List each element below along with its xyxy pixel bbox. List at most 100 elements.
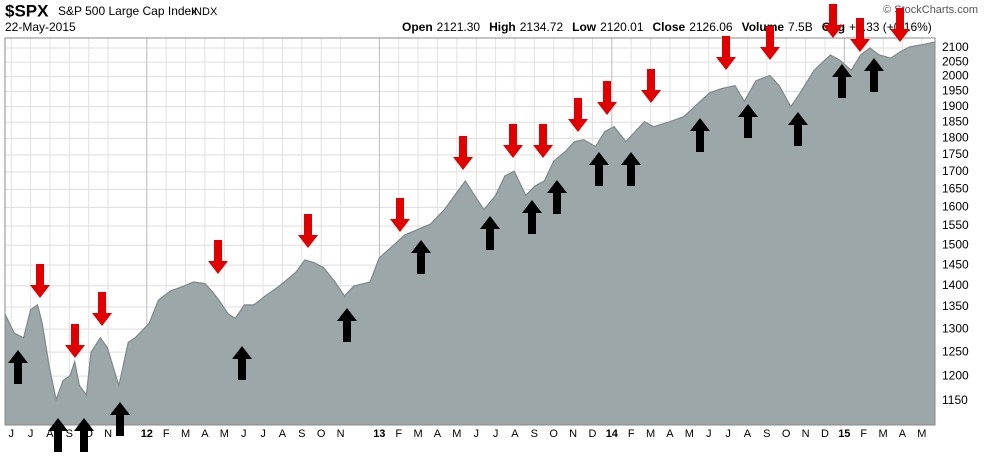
stat-value: 2121.30 bbox=[437, 20, 481, 34]
stat-value: 2126.06 bbox=[689, 20, 733, 34]
stats: Open 2121.30 High 2134.72 Low 2120.01 Close 212… bbox=[402, 20, 932, 34]
x-tick-label: M bbox=[181, 428, 190, 440]
x-tick-label: M bbox=[413, 428, 422, 440]
x-tick-label: 13 bbox=[373, 428, 385, 440]
x-tick-label: D bbox=[588, 428, 596, 440]
area-edge bbox=[4, 41, 936, 402]
red-down-arrow bbox=[641, 69, 661, 103]
red-down-arrow bbox=[823, 4, 843, 38]
black-up-arrow bbox=[832, 64, 852, 98]
red-down-arrow bbox=[453, 136, 473, 170]
stat-value: 2120.01 bbox=[600, 20, 644, 34]
y-tick-label: 1400 bbox=[942, 278, 969, 292]
stat-label: Open bbox=[402, 20, 433, 34]
x-tick-label: N bbox=[569, 428, 577, 440]
y-tick-label: 1150 bbox=[942, 393, 968, 407]
black-up-arrow bbox=[589, 152, 609, 186]
x-tick-label: A bbox=[434, 428, 442, 440]
red-down-arrow bbox=[568, 98, 588, 132]
y-tick-label: 1650 bbox=[942, 182, 969, 196]
x-tick-label: O bbox=[84, 428, 93, 440]
y-tick-label: 1900 bbox=[942, 99, 969, 113]
red-down-arrow bbox=[92, 292, 112, 326]
stat-value: 7.5B bbox=[788, 20, 813, 34]
stats-line: Open 2121.30 High 2134.72 Low 2120.01 Close 212… bbox=[402, 20, 932, 34]
x-tick-label: J bbox=[706, 428, 712, 440]
x-tick-label: A bbox=[46, 428, 54, 440]
stat-label: Close bbox=[653, 20, 686, 34]
x-tick-label: F bbox=[163, 428, 170, 440]
red-down-arrow bbox=[30, 264, 50, 298]
black-up-arrow bbox=[690, 118, 710, 152]
black-up-arrow bbox=[621, 152, 641, 186]
black-up-arrow bbox=[232, 346, 252, 380]
x-tick-label: J bbox=[473, 428, 479, 440]
y-tick-label: 1550 bbox=[942, 218, 969, 232]
stat-value: +3.33 (+0.16%) bbox=[849, 20, 932, 34]
stat-label: Low bbox=[572, 20, 597, 34]
arrows bbox=[8, 4, 910, 452]
x-tick-label: S bbox=[298, 428, 305, 440]
y-tick-label: 2100 bbox=[942, 40, 969, 54]
black-up-arrow bbox=[48, 418, 68, 452]
chart-title: $SPX bbox=[5, 1, 49, 20]
red-down-arrow bbox=[208, 240, 228, 274]
x-tick-label: N bbox=[104, 428, 112, 440]
y-tick-label: 1300 bbox=[942, 321, 969, 335]
y-tick-label: 1500 bbox=[942, 237, 969, 251]
x-tick-label: M bbox=[685, 428, 694, 440]
y-tick-label: 1450 bbox=[942, 257, 969, 271]
x-tick-label: J bbox=[28, 428, 34, 440]
x-tick-label: A bbox=[201, 428, 209, 440]
y-tick-label: 1600 bbox=[942, 200, 969, 214]
red-down-arrow bbox=[597, 81, 617, 115]
x-tick-label: S bbox=[66, 428, 73, 440]
black-up-arrow bbox=[337, 308, 357, 342]
x-tick-label: D bbox=[821, 428, 829, 440]
x-tick-label: M bbox=[646, 428, 655, 440]
black-up-arrow bbox=[738, 104, 758, 138]
y-tick-label: 1350 bbox=[942, 299, 969, 313]
black-up-arrow bbox=[522, 200, 542, 234]
x-tick-label: M bbox=[220, 428, 229, 440]
exchange: INDX bbox=[191, 6, 218, 18]
chart-subtitle: S&P 500 Large Cap Index bbox=[58, 4, 197, 18]
date: 22-May-2015 bbox=[5, 20, 76, 34]
x-tick-label: M bbox=[452, 428, 461, 440]
red-down-arrow bbox=[503, 124, 523, 158]
x-tick-label: 14 bbox=[606, 428, 619, 440]
y-tick-label: 1950 bbox=[942, 84, 969, 98]
black-up-arrow bbox=[864, 58, 884, 92]
black-up-arrow bbox=[110, 402, 130, 436]
stat-label: Volume bbox=[742, 20, 785, 34]
x-tick-label: N bbox=[802, 428, 810, 440]
y-tick-label: 1700 bbox=[942, 164, 969, 178]
y-tick-label: 2000 bbox=[942, 69, 969, 83]
y-tick-label: 1750 bbox=[942, 147, 969, 161]
x-tick-label: O bbox=[549, 428, 558, 440]
x-tick-label: J bbox=[260, 428, 266, 440]
x-tick-label: A bbox=[511, 428, 519, 440]
x-tick-label: F bbox=[395, 428, 402, 440]
black-up-arrow bbox=[8, 350, 28, 384]
x-tick-label: M bbox=[878, 428, 887, 440]
black-up-arrow bbox=[411, 240, 431, 274]
x-tick-label: A bbox=[899, 428, 907, 440]
x-tick-label: S bbox=[531, 428, 538, 440]
red-down-arrow bbox=[298, 214, 318, 248]
x-tick-label: S bbox=[763, 428, 770, 440]
x-tick-label: J bbox=[725, 428, 731, 440]
y-tick-label: 1850 bbox=[942, 114, 969, 128]
x-tick-label: A bbox=[666, 428, 674, 440]
x-tick-label: J bbox=[241, 428, 247, 440]
black-up-arrow bbox=[547, 180, 567, 214]
x-tick-label: A bbox=[279, 428, 287, 440]
y-tick-label: 2050 bbox=[942, 54, 969, 68]
red-down-arrow bbox=[533, 124, 553, 158]
x-tick-label: F bbox=[860, 428, 867, 440]
watermark: © StockCharts.com bbox=[883, 4, 978, 16]
x-tick-label: N bbox=[337, 428, 345, 440]
stat-label: High bbox=[489, 20, 516, 34]
x-tick-label: J bbox=[493, 428, 499, 440]
